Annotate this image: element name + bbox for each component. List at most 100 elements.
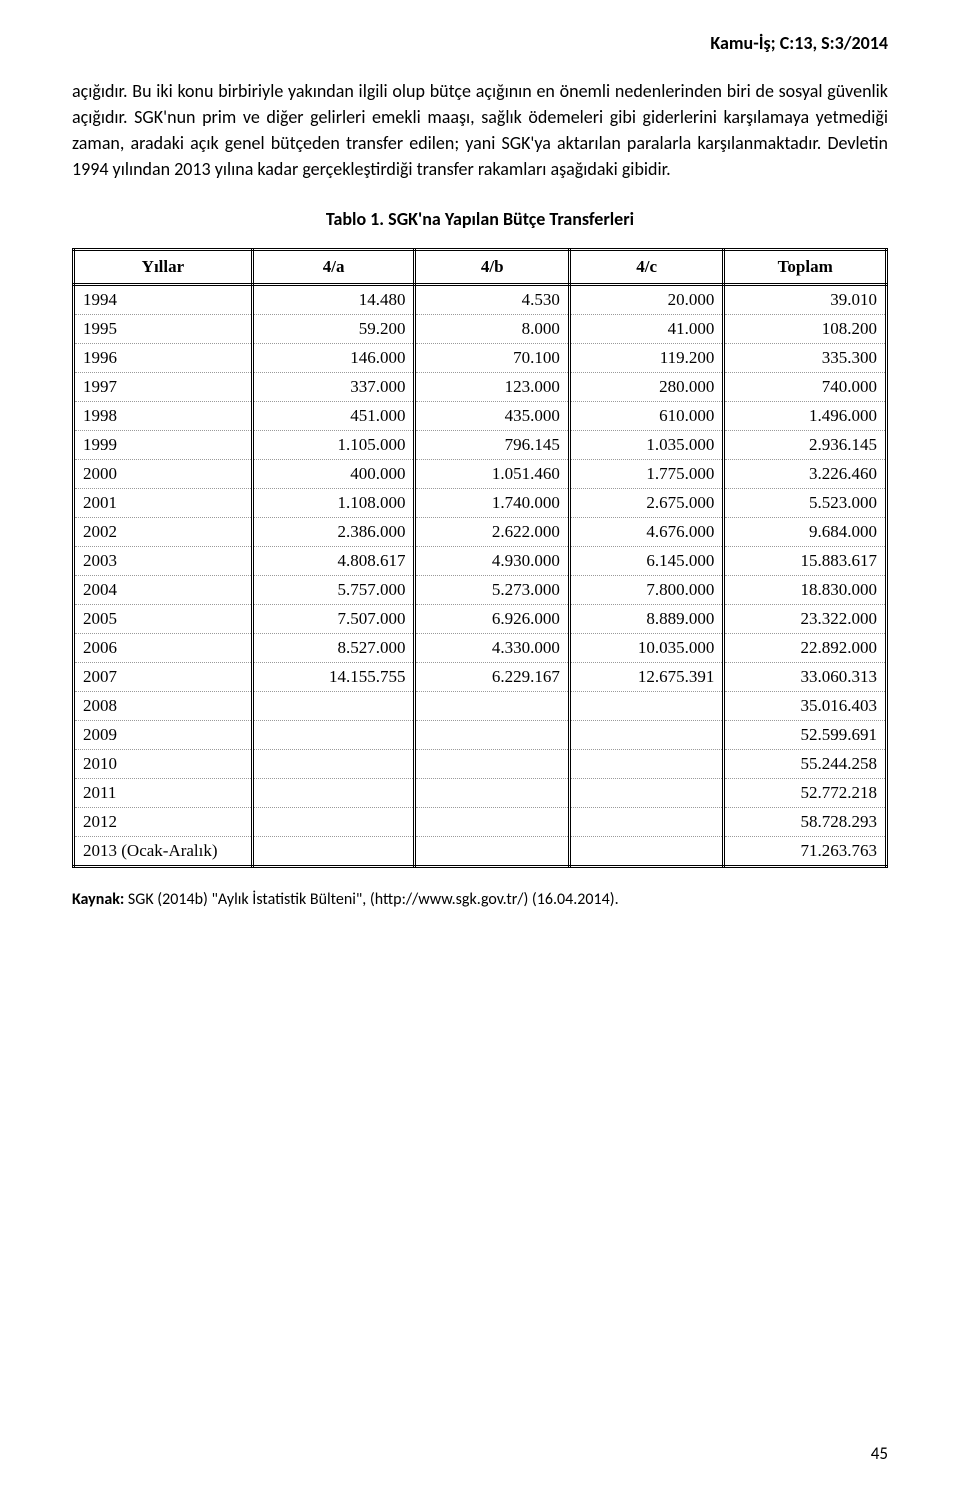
cell-4c: 4.676.000 bbox=[569, 518, 723, 547]
table-row: 2008 35.016.403 bbox=[74, 692, 887, 721]
cell-4b bbox=[415, 750, 569, 779]
cell-total: 39.010 bbox=[724, 285, 887, 315]
cell-4b: 6.229.167 bbox=[415, 663, 569, 692]
cell-4a: 400.000 bbox=[252, 460, 415, 489]
cell-total: 33.060.313 bbox=[724, 663, 887, 692]
table-row: 1996146.00070.100119.200335.300 bbox=[74, 344, 887, 373]
cell-year: 1995 bbox=[74, 315, 253, 344]
cell-year: 1997 bbox=[74, 373, 253, 402]
cell-year: 2001 bbox=[74, 489, 253, 518]
cell-total: 9.684.000 bbox=[724, 518, 887, 547]
table-row: 2009 52.599.691 bbox=[74, 721, 887, 750]
table-title: Tablo 1. SGK'na Yapılan Bütçe Transferle… bbox=[72, 208, 888, 230]
cell-4b: 6.926.000 bbox=[415, 605, 569, 634]
journal-header: Kamu-İş; C:13, S:3/2014 bbox=[72, 32, 888, 54]
cell-year: 2011 bbox=[74, 779, 253, 808]
cell-year: 2009 bbox=[74, 721, 253, 750]
cell-4a: 1.105.000 bbox=[252, 431, 415, 460]
cell-4c: 8.889.000 bbox=[569, 605, 723, 634]
table-row: 2013 (Ocak-Aralık) 71.263.763 bbox=[74, 837, 887, 867]
cell-year: 2007 bbox=[74, 663, 253, 692]
cell-4c: 41.000 bbox=[569, 315, 723, 344]
col-header-4b: 4/b bbox=[415, 250, 569, 285]
cell-4b: 1.740.000 bbox=[415, 489, 569, 518]
cell-4b: 70.100 bbox=[415, 344, 569, 373]
cell-total: 52.599.691 bbox=[724, 721, 887, 750]
cell-4c: 12.675.391 bbox=[569, 663, 723, 692]
cell-4a bbox=[252, 692, 415, 721]
cell-year: 2010 bbox=[74, 750, 253, 779]
cell-year: 2013 (Ocak-Aralık) bbox=[74, 837, 253, 867]
cell-total: 18.830.000 bbox=[724, 576, 887, 605]
cell-year: 2002 bbox=[74, 518, 253, 547]
cell-total: 58.728.293 bbox=[724, 808, 887, 837]
cell-4b bbox=[415, 837, 569, 867]
cell-total: 740.000 bbox=[724, 373, 887, 402]
cell-total: 15.883.617 bbox=[724, 547, 887, 576]
data-table: Yıllar 4/a 4/b 4/c Toplam 199414.4804.53… bbox=[72, 248, 888, 868]
table-row: 199559.2008.00041.000108.200 bbox=[74, 315, 887, 344]
cell-4b: 4.330.000 bbox=[415, 634, 569, 663]
cell-4b: 123.000 bbox=[415, 373, 569, 402]
cell-total: 5.523.000 bbox=[724, 489, 887, 518]
cell-year: 2008 bbox=[74, 692, 253, 721]
cell-4c: 280.000 bbox=[569, 373, 723, 402]
table-row: 201258.728.293 bbox=[74, 808, 887, 837]
cell-4b: 796.145 bbox=[415, 431, 569, 460]
cell-4a: 146.000 bbox=[252, 344, 415, 373]
cell-4c: 1.035.000 bbox=[569, 431, 723, 460]
table-row: 19991.105.000796.1451.035.0002.936.145 bbox=[74, 431, 887, 460]
cell-4c bbox=[569, 837, 723, 867]
table-row: 2000400.0001.051.4601.775.0003.226.460 bbox=[74, 460, 887, 489]
col-header-year: Yıllar bbox=[74, 250, 253, 285]
cell-total: 71.263.763 bbox=[724, 837, 887, 867]
cell-4b bbox=[415, 779, 569, 808]
cell-4a bbox=[252, 779, 415, 808]
source-line: Kaynak: SGK (2014b) "Aylık İstatistik Bü… bbox=[72, 890, 888, 909]
cell-4c: 2.675.000 bbox=[569, 489, 723, 518]
table-row: 20045.757.0005.273.0007.800.00018.830.00… bbox=[74, 576, 887, 605]
cell-4c bbox=[569, 808, 723, 837]
source-text: SGK (2014b) "Aylık İstatistik Bülteni", … bbox=[124, 890, 618, 909]
cell-year: 2006 bbox=[74, 634, 253, 663]
table-row: 20034.808.6174.930.0006.145.00015.883.61… bbox=[74, 547, 887, 576]
cell-total: 335.300 bbox=[724, 344, 887, 373]
cell-year: 2003 bbox=[74, 547, 253, 576]
cell-total: 1.496.000 bbox=[724, 402, 887, 431]
table-header-row: Yıllar 4/a 4/b 4/c Toplam bbox=[74, 250, 887, 285]
table-row: 200714.155.7556.229.16712.675.39133.060.… bbox=[74, 663, 887, 692]
table-row: 20057.507.0006.926.0008.889.00023.322.00… bbox=[74, 605, 887, 634]
table-body: 199414.4804.53020.00039.010199559.2008.0… bbox=[74, 285, 887, 867]
cell-4b bbox=[415, 808, 569, 837]
cell-4c: 119.200 bbox=[569, 344, 723, 373]
cell-4c: 20.000 bbox=[569, 285, 723, 315]
cell-4a: 14.480 bbox=[252, 285, 415, 315]
cell-4a: 5.757.000 bbox=[252, 576, 415, 605]
col-header-4c: 4/c bbox=[569, 250, 723, 285]
cell-total: 55.244.258 bbox=[724, 750, 887, 779]
cell-4a: 59.200 bbox=[252, 315, 415, 344]
cell-4a bbox=[252, 837, 415, 867]
body-paragraph: açığıdır. Bu iki konu birbiriyle yakında… bbox=[72, 78, 888, 182]
table-row: 201152.772.218 bbox=[74, 779, 887, 808]
cell-year: 2004 bbox=[74, 576, 253, 605]
cell-year: 1999 bbox=[74, 431, 253, 460]
page: Kamu-İş; C:13, S:3/2014 açığıdır. Bu iki… bbox=[0, 0, 960, 1488]
cell-4b: 2.622.000 bbox=[415, 518, 569, 547]
cell-4b: 5.273.000 bbox=[415, 576, 569, 605]
cell-4c: 6.145.000 bbox=[569, 547, 723, 576]
cell-year: 1996 bbox=[74, 344, 253, 373]
cell-total: 35.016.403 bbox=[724, 692, 887, 721]
cell-total: 108.200 bbox=[724, 315, 887, 344]
cell-total: 2.936.145 bbox=[724, 431, 887, 460]
cell-total: 3.226.460 bbox=[724, 460, 887, 489]
cell-4a bbox=[252, 721, 415, 750]
table-row: 20068.527.0004.330.00010.035.00022.892.0… bbox=[74, 634, 887, 663]
cell-4a bbox=[252, 750, 415, 779]
source-label: Kaynak: bbox=[72, 890, 124, 909]
cell-total: 23.322.000 bbox=[724, 605, 887, 634]
cell-total: 22.892.000 bbox=[724, 634, 887, 663]
cell-4a: 2.386.000 bbox=[252, 518, 415, 547]
cell-year: 1994 bbox=[74, 285, 253, 315]
cell-4a: 337.000 bbox=[252, 373, 415, 402]
